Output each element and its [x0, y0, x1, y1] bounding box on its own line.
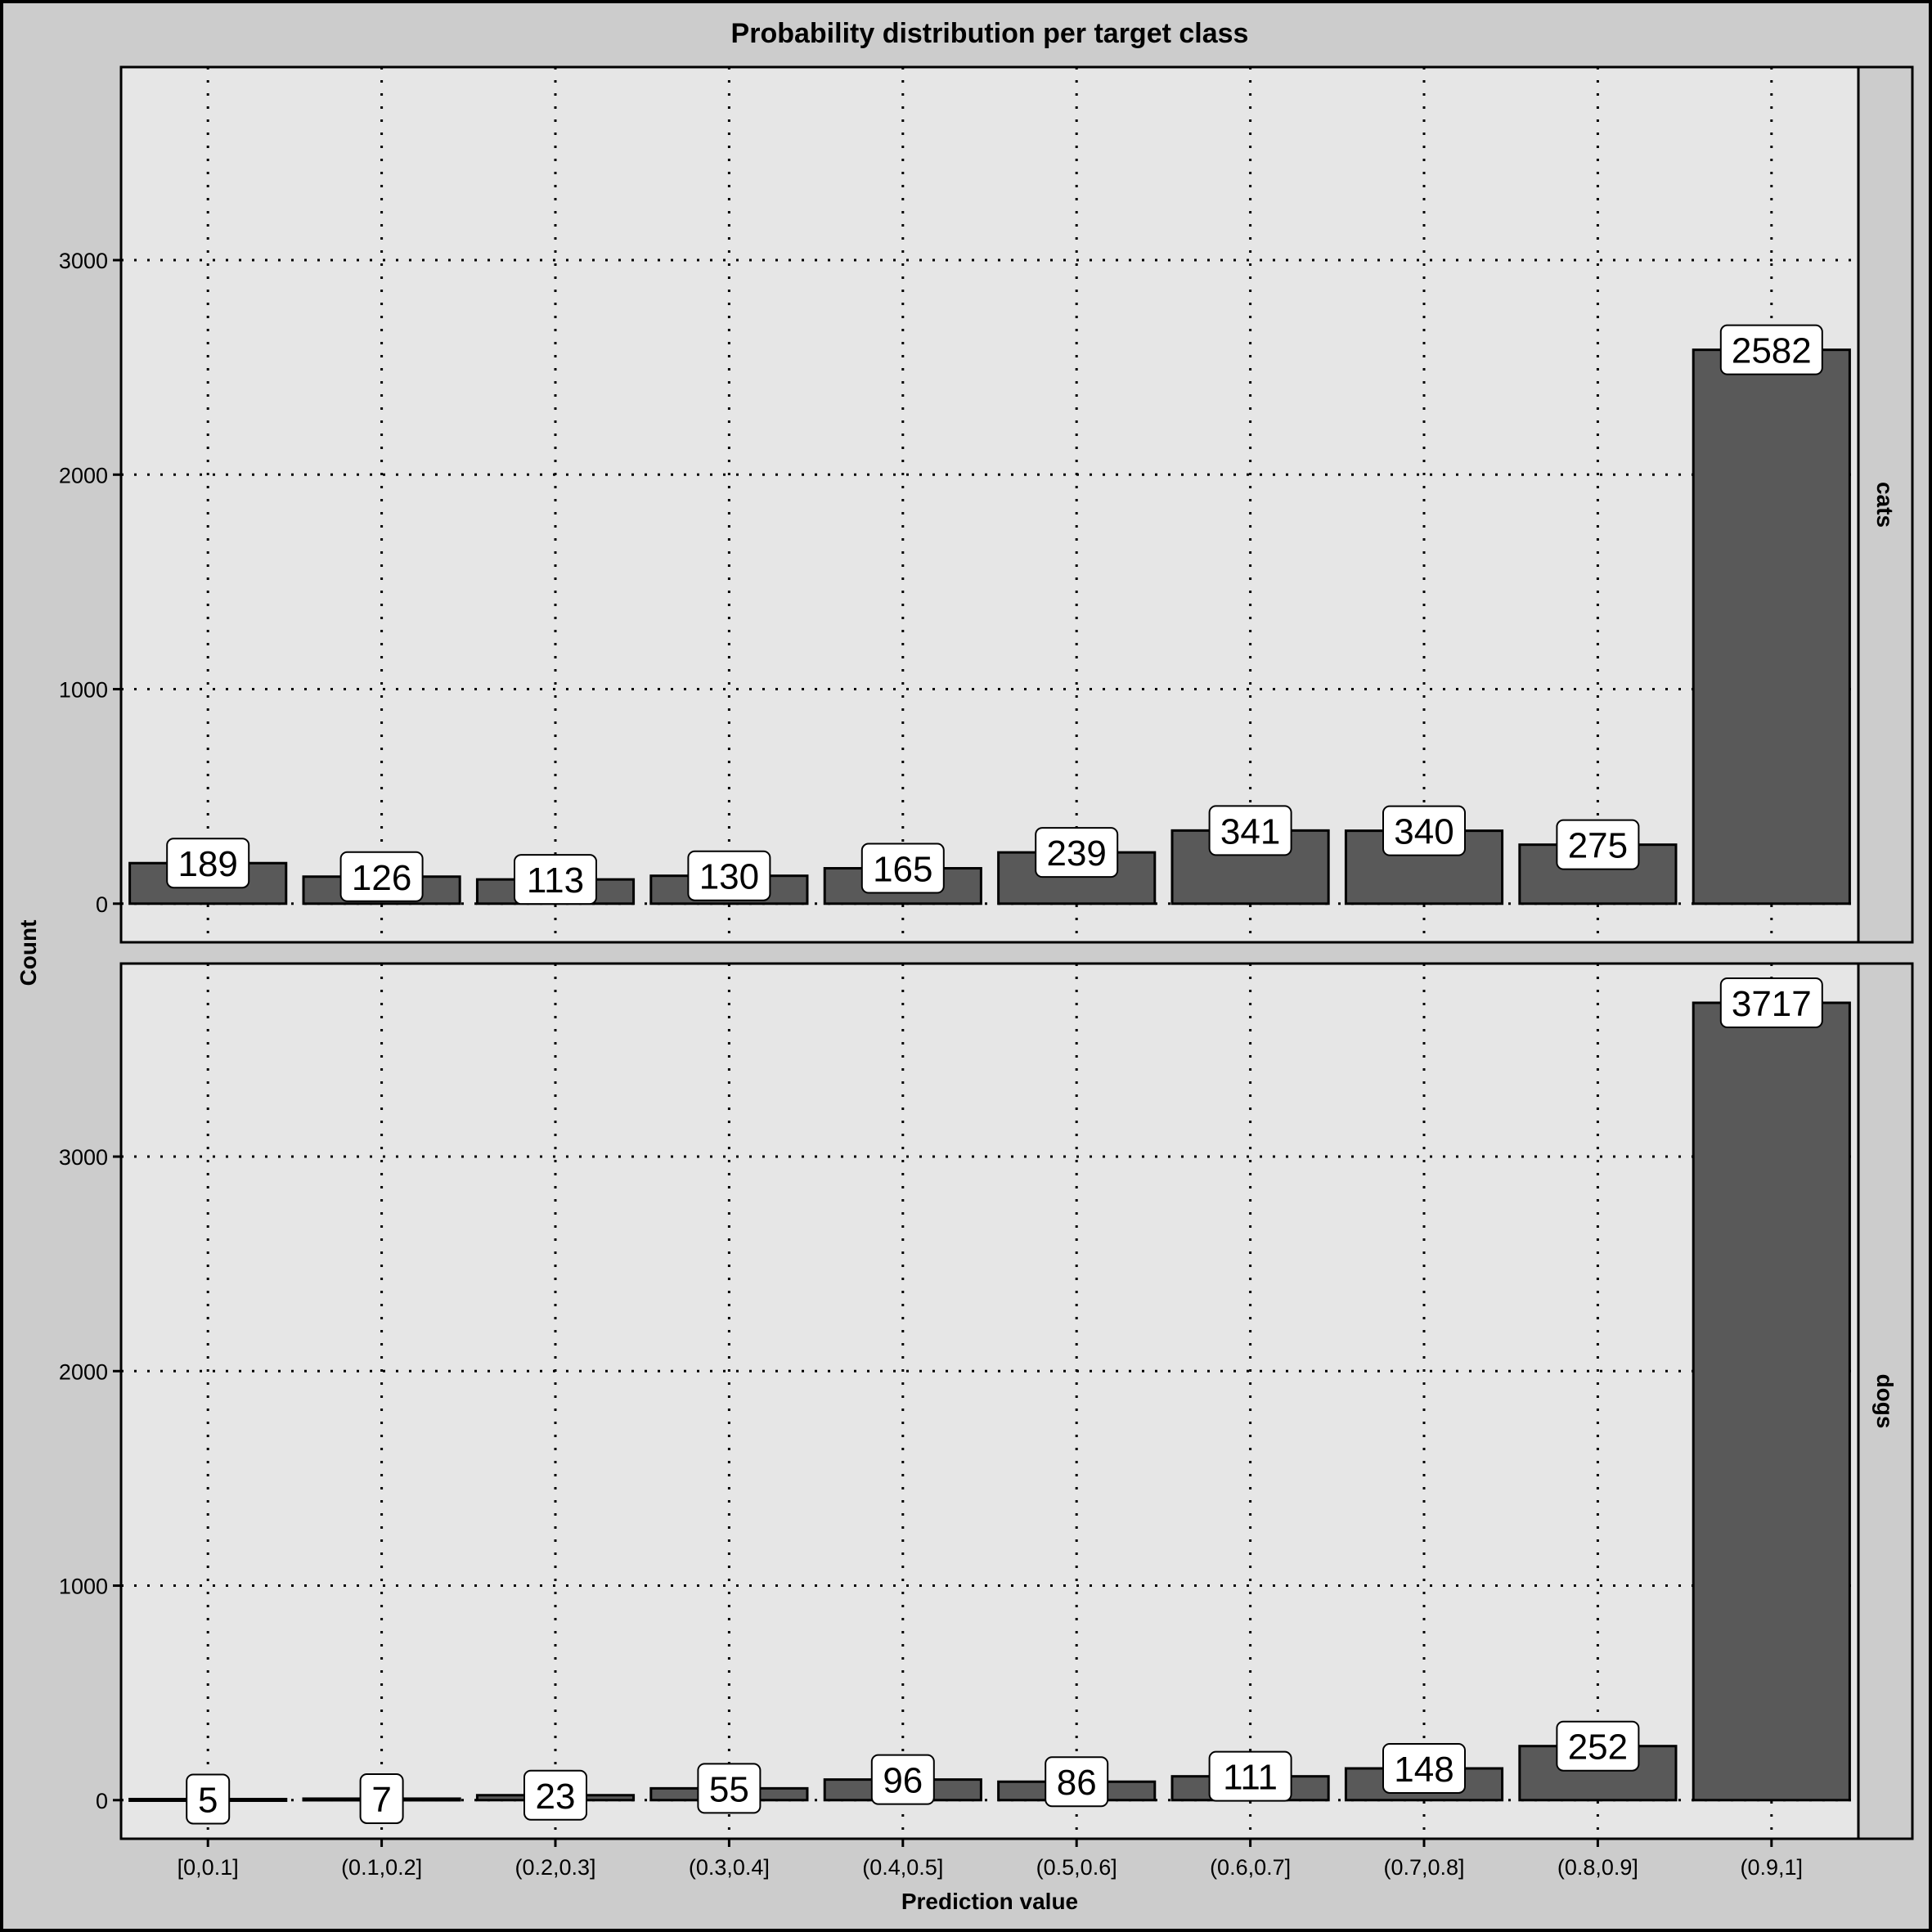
data-label-box — [1382, 1742, 1466, 1794]
data-label-box — [339, 851, 424, 902]
data-label-box — [1382, 805, 1466, 856]
facet-strip-label: cats — [1872, 482, 1898, 528]
facet-strip — [1857, 962, 1914, 1840]
data-label-box — [523, 1769, 587, 1821]
y-tick-label: 0 — [96, 892, 108, 917]
facet-panel-dogs: 0 1000 2000 3000 5 7 23 55 96 86 111 148 252 3717 dogs… — [59, 962, 1914, 1880]
data-label-box — [1556, 819, 1640, 870]
data-label: 86 — [1057, 1763, 1097, 1803]
data-label: 55 — [709, 1769, 749, 1809]
y-tick-label: 0 — [96, 1789, 108, 1813]
facets: 0 1000 2000 3000 189 126 113 130 165 239 341 340 275… — [59, 65, 1914, 1880]
y-tick-label: 1000 — [59, 678, 108, 703]
data-label: 5 — [198, 1780, 218, 1820]
data-label-box — [870, 1754, 935, 1805]
data-label: 275 — [1568, 826, 1628, 866]
x-tick-label: (0.1,0.2] — [341, 1855, 422, 1880]
x-tick-label: (0.8,0.9] — [1557, 1855, 1638, 1880]
data-label: 239 — [1046, 833, 1106, 874]
facet-panel-cats: 0 1000 2000 3000 189 126 113 130 165 239 341 340 275… — [59, 65, 1914, 944]
data-label: 252 — [1568, 1728, 1628, 1768]
data-label-box — [1045, 1756, 1109, 1808]
data-label-box — [514, 854, 597, 905]
data-label: 113 — [527, 860, 584, 901]
data-label-box — [860, 842, 945, 894]
facet-strip-label: dogs — [1872, 1374, 1898, 1429]
data-label: 130 — [699, 857, 759, 897]
bar — [1692, 1001, 1851, 1802]
x-tick-label: [0,0.1] — [177, 1855, 239, 1880]
x-axis-label: Prediction value — [901, 1889, 1078, 1914]
data-label: 126 — [352, 858, 411, 898]
data-label-box — [186, 1773, 231, 1825]
x-tick-label: (0.9,1] — [1741, 1855, 1804, 1880]
data-label: 165 — [873, 850, 932, 890]
data-label: 2582 — [1732, 331, 1812, 371]
y-axis-label: Count — [16, 920, 41, 986]
x-tick-label: (0.3,0.4] — [689, 1855, 770, 1880]
data-label: 111 — [1223, 1758, 1278, 1798]
data-label: 340 — [1394, 812, 1453, 852]
y-tick-label: 1000 — [59, 1575, 108, 1599]
y-tick-label: 2000 — [59, 463, 108, 487]
chart-title: Probability distribution per target clas… — [731, 18, 1249, 49]
data-label-box — [166, 838, 250, 889]
x-tick-label: (0.2,0.3] — [514, 1855, 595, 1880]
panel-background — [121, 964, 1858, 1839]
x-tick-label: (0.7,0.8] — [1383, 1855, 1464, 1880]
data-label-box — [1035, 827, 1119, 878]
data-label-box — [1556, 1720, 1640, 1772]
data-label: 189 — [177, 844, 237, 884]
data-label-box — [1208, 1750, 1292, 1802]
bar — [1692, 348, 1851, 905]
data-label: 96 — [883, 1761, 923, 1801]
y-tick-label: 3000 — [59, 249, 108, 273]
data-label-box — [359, 1772, 404, 1824]
x-tick-label: (0.5,0.6] — [1036, 1855, 1117, 1880]
data-label-box — [1208, 805, 1292, 856]
data-label-box — [697, 1763, 762, 1814]
data-label: 148 — [1394, 1750, 1453, 1790]
data-label: 3717 — [1732, 984, 1812, 1024]
x-tick-label: (0.4,0.5] — [862, 1855, 943, 1880]
data-label-box — [1719, 324, 1823, 375]
y-tick-label: 3000 — [59, 1145, 108, 1170]
y-tick-label: 2000 — [59, 1359, 108, 1384]
data-label: 341 — [1220, 811, 1280, 851]
data-label: 7 — [371, 1780, 391, 1820]
x-tick-label: (0.6,0.7] — [1210, 1855, 1291, 1880]
panel-background — [121, 67, 1858, 942]
data-label-box — [1719, 977, 1823, 1028]
data-label-box — [687, 850, 771, 901]
facet-strip — [1857, 65, 1914, 944]
data-label: 23 — [536, 1777, 576, 1817]
